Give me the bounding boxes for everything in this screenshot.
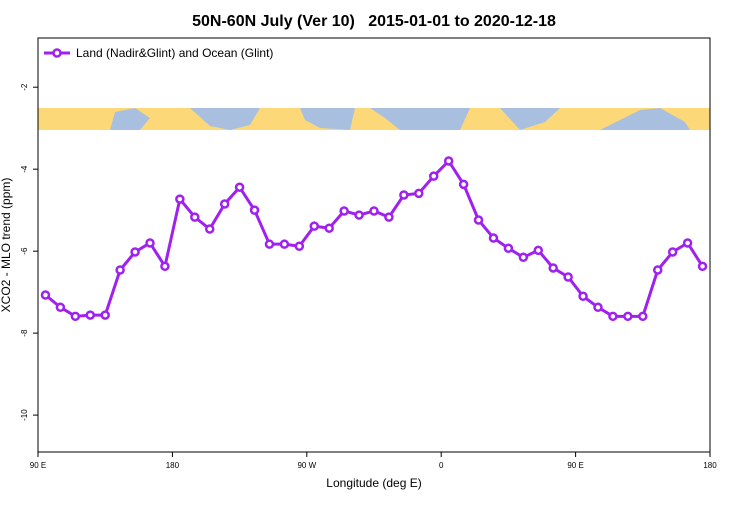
point xyxy=(518,252,529,263)
point xyxy=(294,241,305,251)
point xyxy=(100,310,110,320)
x-tick-label: 90 E xyxy=(30,461,46,470)
point xyxy=(548,263,558,273)
x-tick-label: 180 xyxy=(703,461,717,470)
point xyxy=(264,239,275,249)
point xyxy=(219,199,230,209)
point xyxy=(324,223,334,233)
point xyxy=(369,206,379,216)
point xyxy=(204,224,215,234)
point xyxy=(175,194,185,204)
point xyxy=(85,310,96,320)
x-tick-label: 0 xyxy=(439,461,444,470)
point xyxy=(697,261,708,272)
x-tick-label: 90 E xyxy=(567,461,583,470)
y-tick-label: -2 xyxy=(20,83,29,91)
point xyxy=(55,302,66,313)
x-tick-label: 90 W xyxy=(297,461,316,470)
y-tick-label: -8 xyxy=(20,329,29,337)
point xyxy=(160,261,170,272)
legend-label: Land (Nadir&Glint) and Ocean (Glint) xyxy=(76,46,273,60)
point xyxy=(563,272,573,282)
point xyxy=(309,221,320,231)
point xyxy=(354,210,364,220)
point xyxy=(70,311,81,322)
point xyxy=(145,238,155,248)
point xyxy=(40,290,51,300)
point xyxy=(399,190,409,200)
point xyxy=(443,156,454,166)
point xyxy=(130,247,140,257)
point xyxy=(190,212,200,222)
point xyxy=(503,243,514,254)
point xyxy=(384,212,394,222)
point xyxy=(339,206,349,216)
point xyxy=(578,291,588,301)
point xyxy=(623,311,633,322)
point xyxy=(115,265,125,275)
point xyxy=(667,247,678,257)
point xyxy=(608,311,618,322)
point xyxy=(249,205,260,215)
plot-frame xyxy=(37,37,711,453)
point xyxy=(473,215,484,225)
point xyxy=(533,245,544,256)
x-axis-label: Longitude (deg E) xyxy=(326,476,421,490)
y-tick-label: -6 xyxy=(20,247,29,255)
y-tick-label: -4 xyxy=(20,165,29,173)
chart-title: 50N-60N July (Ver 10) 2015-01-01 to 2020… xyxy=(192,13,556,30)
y-axis-label: XCO2 - MLO trend (ppm) xyxy=(0,178,13,313)
legend-marker xyxy=(52,48,62,58)
map-strip xyxy=(38,108,710,130)
series-line xyxy=(44,158,704,318)
y-tick-label: -10 xyxy=(20,409,29,421)
point xyxy=(593,302,603,313)
point xyxy=(234,182,245,192)
point xyxy=(458,179,469,190)
point xyxy=(488,233,499,243)
point xyxy=(414,188,424,199)
x-tick-label: 180 xyxy=(166,461,180,470)
point xyxy=(428,171,439,181)
point xyxy=(682,238,693,248)
point xyxy=(652,265,663,275)
point xyxy=(638,311,648,322)
point xyxy=(279,239,290,249)
